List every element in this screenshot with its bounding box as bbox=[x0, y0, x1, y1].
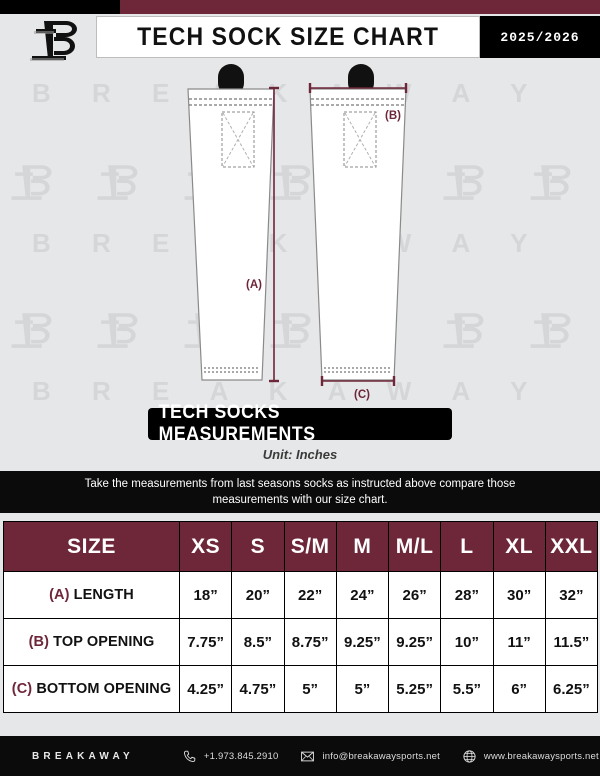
page-footer: BREAKAWAY +1.973.845.2910 info@breakaway… bbox=[0, 736, 600, 776]
table-row: (C) BOTTOM OPENING 4.25” 4.75” 5” 5” 5.2… bbox=[3, 665, 599, 713]
phone-icon bbox=[183, 750, 196, 762]
footer-phone[interactable]: +1.973.845.2910 bbox=[182, 749, 279, 764]
footer-website[interactable]: www.breakawaysports.net bbox=[462, 749, 599, 764]
dimension-label-c: (C) bbox=[354, 389, 370, 401]
row-name-top-opening: TOP OPENING bbox=[53, 634, 155, 650]
table-header-row: SIZE XS S S/M M M/L L XL XXL bbox=[3, 521, 599, 572]
row-tag-c: (C) bbox=[11, 681, 33, 697]
top-accent-strip bbox=[0, 0, 600, 14]
cell-length-l: 28” bbox=[440, 571, 494, 619]
page-title-box: TECH SOCK SIZE CHART bbox=[96, 16, 480, 58]
table-header-xl: XL bbox=[492, 521, 546, 572]
season-badge-label: 2025/2026 bbox=[500, 29, 580, 45]
unit-label: Unit: Inches bbox=[262, 447, 338, 462]
cell-top-sm: 8.75” bbox=[283, 618, 337, 666]
size-chart-table: SIZE XS S S/M M M/L L XL XXL (A) LENGTH … bbox=[3, 521, 599, 713]
cell-bottom-xxl: 6.25” bbox=[544, 665, 599, 713]
cell-length-sm: 22” bbox=[283, 571, 337, 619]
footer-brand-name: BREAKAWAY bbox=[32, 750, 134, 762]
sock-left bbox=[187, 64, 275, 381]
row-name-bottom-opening: BOTTOM OPENING bbox=[36, 681, 172, 697]
table-header-s: S bbox=[231, 521, 285, 572]
table-row: (B) TOP OPENING 7.75” 8.5” 8.75” 9.25” 9… bbox=[3, 618, 599, 666]
dimension-label-b: (B) bbox=[385, 110, 401, 122]
dimension-line-a bbox=[269, 86, 279, 383]
footer-email-text: info@breakawaysports.net bbox=[322, 750, 440, 762]
cell-bottom-xl: 6” bbox=[492, 665, 546, 713]
cell-top-m: 9.25” bbox=[335, 618, 390, 666]
cell-bottom-sm: 5” bbox=[283, 665, 337, 713]
sock-diagram: (A) (B) (C) bbox=[187, 64, 408, 401]
sock-left-body bbox=[187, 88, 275, 381]
top-accent-strip-black bbox=[0, 0, 120, 14]
sock-right-body bbox=[309, 88, 407, 381]
cell-length-xs: 18” bbox=[178, 571, 233, 619]
sock-left-logo-panel bbox=[221, 111, 255, 168]
cell-length-m: 24” bbox=[335, 571, 390, 619]
sock-right-logo-panel bbox=[343, 111, 377, 168]
row-label-length: (A) LENGTH bbox=[3, 571, 180, 619]
table-header-l: L bbox=[440, 521, 494, 572]
cell-top-l: 10” bbox=[440, 618, 494, 666]
footer-email[interactable]: info@breakawaysports.net bbox=[300, 749, 440, 764]
cell-top-xs: 7.75” bbox=[178, 618, 233, 666]
cell-top-xxl: 11.5” bbox=[544, 618, 599, 666]
sock-left-tab-icon bbox=[218, 64, 244, 96]
cell-top-xl: 11” bbox=[492, 618, 546, 666]
cell-bottom-l: 5.5” bbox=[440, 665, 494, 713]
table-header-xxl: XXL bbox=[544, 521, 599, 572]
row-name-length: LENGTH bbox=[73, 587, 134, 603]
breakaway-b-logo-icon bbox=[30, 21, 77, 61]
cell-length-xxl: 32” bbox=[544, 571, 599, 619]
measurements-banner: TECH SOCKS MEASUREMENTS bbox=[148, 402, 452, 445]
row-label-bottom-opening: (C) BOTTOM OPENING bbox=[3, 665, 180, 713]
footer-contacts: +1.973.845.2910 info@breakawaysports.net bbox=[182, 749, 600, 764]
cell-length-xl: 30” bbox=[492, 571, 546, 619]
instructions-band: Take the measurements from last seasons … bbox=[0, 471, 600, 513]
cell-length-s: 20” bbox=[231, 571, 285, 619]
footer-website-text: www.breakawaysports.net bbox=[483, 750, 599, 762]
row-label-top-opening: (B) TOP OPENING bbox=[3, 618, 180, 666]
page-header: TECH SOCK SIZE CHART 2025/2026 bbox=[0, 14, 600, 62]
instructions-text: Take the measurements from last seasons … bbox=[84, 478, 516, 506]
cell-bottom-xs: 4.25” bbox=[178, 665, 233, 713]
table-header-xs: XS bbox=[178, 521, 233, 572]
dimension-label-a: (A) bbox=[246, 279, 262, 291]
envelope-icon bbox=[301, 751, 315, 761]
dimension-line-b bbox=[308, 83, 408, 93]
page-title: TECH SOCK SIZE CHART bbox=[137, 22, 439, 51]
cell-length-ml: 26” bbox=[387, 571, 442, 619]
dimension-line-c bbox=[320, 376, 396, 386]
table-row: (A) LENGTH 18” 20” 22” 24” 26” 28” 30” 3… bbox=[3, 571, 599, 619]
cell-top-s: 8.5” bbox=[231, 618, 285, 666]
table-header-m: M bbox=[335, 521, 390, 572]
table-header-sm: S/M bbox=[283, 521, 337, 572]
table-header-ml: M/L bbox=[387, 521, 442, 572]
measurements-banner-label: TECH SOCKS MEASUREMENTS bbox=[158, 402, 316, 445]
cell-top-ml: 9.25” bbox=[387, 618, 442, 666]
table-header-size: SIZE bbox=[3, 521, 180, 572]
cell-bottom-s: 4.75” bbox=[231, 665, 285, 713]
footer-phone-text: +1.973.845.2910 bbox=[203, 750, 279, 762]
cell-bottom-m: 5” bbox=[335, 665, 390, 713]
row-tag-a: (A) bbox=[49, 587, 70, 603]
globe-icon bbox=[463, 749, 476, 763]
row-tag-b: (B) bbox=[28, 634, 49, 650]
season-badge: 2025/2026 bbox=[480, 16, 600, 58]
cell-bottom-ml: 5.25” bbox=[387, 665, 442, 713]
